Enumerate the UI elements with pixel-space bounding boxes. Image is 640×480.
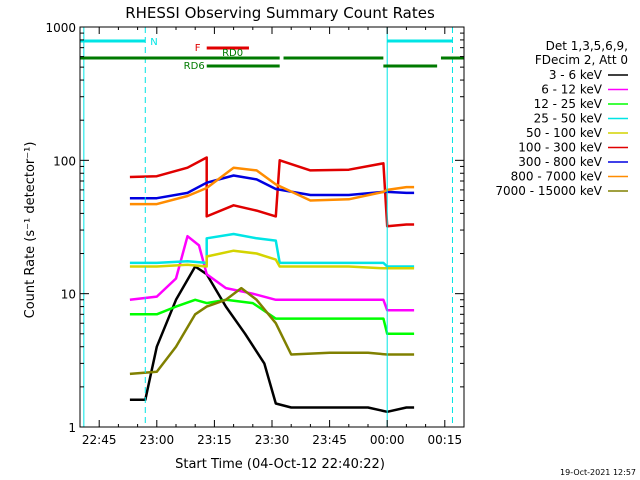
legend-label-6: 100 - 300 keV xyxy=(518,141,602,155)
y-tick-label: 1000 xyxy=(45,21,76,35)
y-tick-label: 100 xyxy=(53,154,76,168)
series-line-5 xyxy=(129,249,415,270)
series-line-1 xyxy=(129,265,415,414)
y-tick-label: 1 xyxy=(68,421,76,435)
legend-title-line-1: Det 1,3,5,6,9, xyxy=(546,39,628,53)
legend-label-9: 7000 - 15000 keV xyxy=(495,184,602,198)
series-line-9 xyxy=(129,286,415,376)
series-line-6 xyxy=(129,156,415,228)
flag-label-rd6: RD6 xyxy=(184,61,205,72)
x-tick-label: 23:45 xyxy=(312,433,347,447)
x-axis-label: Start Time (04-Oct-12 22:40:22) xyxy=(175,457,385,472)
flag-layer: N F RD0 RD6 xyxy=(80,37,464,72)
x-tick-label: 23:00 xyxy=(140,433,175,447)
x-tick-label: 23:30 xyxy=(255,433,290,447)
legend-label-3: 12 - 25 keV xyxy=(534,97,603,111)
legend-title-line-2: FDecim 2, Att 0 xyxy=(535,53,628,67)
series-layer xyxy=(83,27,453,427)
legend-label-8: 800 - 7000 keV xyxy=(511,170,603,184)
flag-label-f: F xyxy=(195,43,201,54)
axis-layer: 22:45 23:00 23:15 23:30 23:45 00:00 00:15 1 10 10… xyxy=(45,21,465,447)
legend-label-5: 50 - 100 keV xyxy=(526,126,603,140)
x-tick-label: 23:15 xyxy=(197,433,232,447)
y-axis-label: Count Rate (s⁻¹ detector⁻¹) xyxy=(23,142,38,319)
y-tick-label: 10 xyxy=(61,288,76,302)
legend-label-4: 25 - 50 keV xyxy=(534,112,603,126)
x-tick-label: 00:15 xyxy=(428,433,463,447)
x-tick-label: 22:45 xyxy=(82,433,117,447)
chart-title: RHESSI Observing Summary Count Rates xyxy=(125,4,435,22)
legend-label-7: 300 - 800 keV xyxy=(518,155,602,169)
x-tick-label: 00:00 xyxy=(370,433,405,447)
legend-label-2: 6 - 12 keV xyxy=(541,83,603,97)
plot-frame xyxy=(79,26,465,428)
legend-label-1: 3 - 6 keV xyxy=(549,68,603,82)
series-line-2 xyxy=(129,234,415,312)
flag-label-rd0: RD0 xyxy=(222,48,243,59)
legend: Det 1,3,5,6,9, FDecim 2, Att 0 3 - 6 keV… xyxy=(495,39,628,198)
timestamp: 19-Oct-2021 12:57 xyxy=(560,468,636,477)
series-line-4 xyxy=(129,232,415,268)
flag-label-n: N xyxy=(150,37,157,48)
